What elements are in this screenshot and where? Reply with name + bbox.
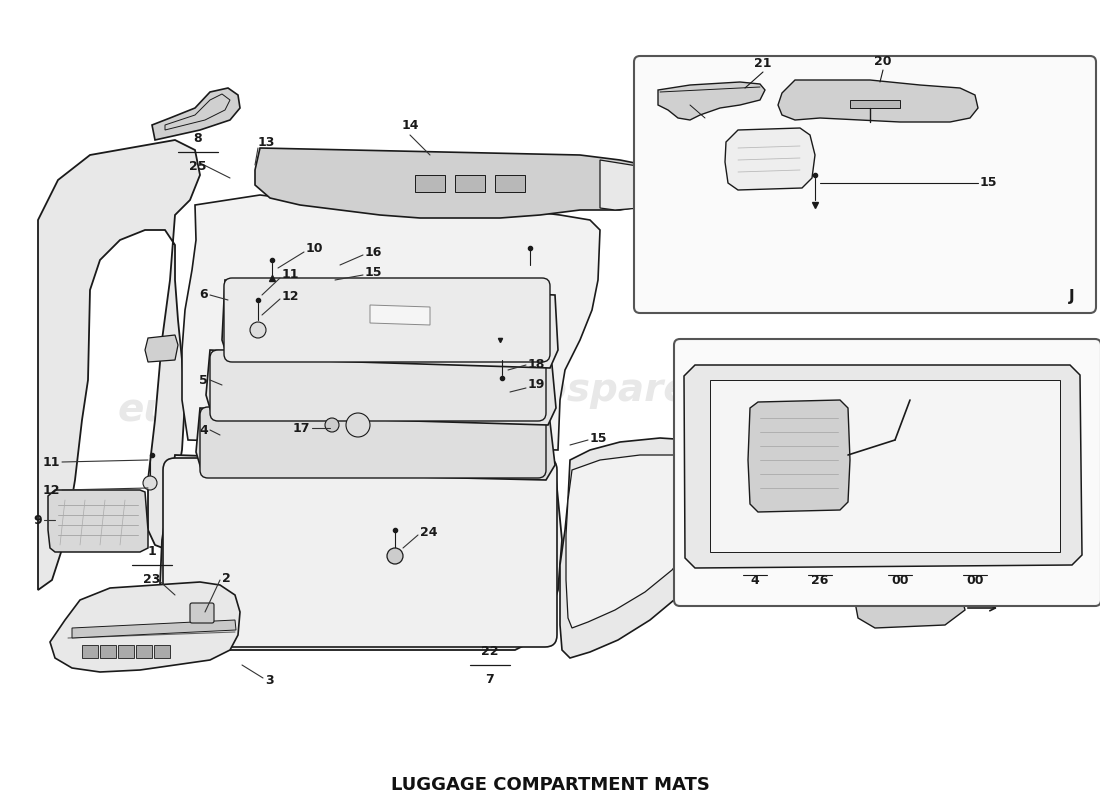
Text: 9: 9 bbox=[33, 514, 42, 526]
Text: 4: 4 bbox=[199, 423, 208, 437]
Text: 12: 12 bbox=[43, 483, 60, 497]
Polygon shape bbox=[600, 160, 666, 210]
Polygon shape bbox=[136, 645, 152, 658]
Polygon shape bbox=[196, 408, 556, 480]
Text: 16: 16 bbox=[365, 246, 383, 258]
Polygon shape bbox=[206, 350, 556, 425]
FancyBboxPatch shape bbox=[674, 339, 1100, 606]
Text: eurospares: eurospares bbox=[117, 391, 363, 429]
Text: 00: 00 bbox=[891, 574, 909, 586]
Text: J: J bbox=[1069, 289, 1075, 303]
Polygon shape bbox=[222, 280, 558, 368]
Text: 10: 10 bbox=[306, 242, 323, 254]
Text: LUGGAGE COMPARTMENT MATS: LUGGAGE COMPARTMENT MATS bbox=[390, 776, 710, 794]
Polygon shape bbox=[710, 380, 1060, 552]
Polygon shape bbox=[455, 175, 485, 192]
Polygon shape bbox=[100, 645, 116, 658]
Circle shape bbox=[387, 548, 403, 564]
Polygon shape bbox=[495, 175, 525, 192]
FancyBboxPatch shape bbox=[224, 278, 550, 362]
Text: 15: 15 bbox=[980, 177, 998, 190]
Polygon shape bbox=[725, 128, 815, 190]
Text: 17: 17 bbox=[293, 422, 310, 434]
Polygon shape bbox=[748, 400, 850, 512]
Text: 20: 20 bbox=[874, 55, 892, 68]
Circle shape bbox=[324, 418, 339, 432]
Polygon shape bbox=[684, 365, 1082, 568]
Text: 1: 1 bbox=[147, 545, 156, 558]
FancyBboxPatch shape bbox=[190, 603, 214, 623]
Polygon shape bbox=[145, 335, 178, 362]
Circle shape bbox=[143, 476, 157, 490]
Polygon shape bbox=[50, 582, 240, 672]
Text: 2: 2 bbox=[222, 571, 231, 585]
Text: 11: 11 bbox=[282, 269, 299, 282]
Text: eurospares: eurospares bbox=[671, 188, 829, 212]
Text: 6: 6 bbox=[199, 289, 208, 302]
Polygon shape bbox=[72, 620, 236, 638]
Text: eurospares: eurospares bbox=[468, 371, 713, 409]
Text: 19: 19 bbox=[528, 378, 546, 391]
Text: 23: 23 bbox=[143, 573, 161, 586]
Polygon shape bbox=[48, 490, 148, 552]
Polygon shape bbox=[152, 88, 240, 140]
Circle shape bbox=[250, 322, 266, 338]
Text: 14: 14 bbox=[402, 119, 419, 132]
Polygon shape bbox=[855, 580, 965, 628]
Text: 21: 21 bbox=[755, 57, 772, 70]
FancyBboxPatch shape bbox=[200, 407, 546, 478]
Text: 26: 26 bbox=[812, 574, 828, 586]
Polygon shape bbox=[778, 80, 978, 122]
Text: 3: 3 bbox=[265, 674, 274, 686]
Polygon shape bbox=[39, 140, 200, 590]
Polygon shape bbox=[370, 305, 430, 325]
Polygon shape bbox=[566, 455, 702, 628]
Polygon shape bbox=[118, 645, 134, 658]
Polygon shape bbox=[255, 148, 670, 218]
Polygon shape bbox=[415, 175, 446, 192]
Polygon shape bbox=[182, 195, 600, 450]
FancyBboxPatch shape bbox=[634, 56, 1096, 313]
Text: 13: 13 bbox=[258, 135, 275, 149]
Text: 22: 22 bbox=[482, 645, 498, 658]
Text: 5: 5 bbox=[199, 374, 208, 386]
Polygon shape bbox=[82, 645, 98, 658]
Text: 15: 15 bbox=[365, 266, 383, 278]
Text: 8: 8 bbox=[194, 132, 202, 145]
FancyBboxPatch shape bbox=[163, 458, 557, 647]
Text: 15: 15 bbox=[590, 431, 607, 445]
Text: 00: 00 bbox=[966, 574, 983, 586]
Polygon shape bbox=[154, 645, 170, 658]
FancyBboxPatch shape bbox=[210, 350, 546, 421]
Text: 12: 12 bbox=[282, 290, 299, 302]
Circle shape bbox=[346, 413, 370, 437]
Text: 11: 11 bbox=[43, 455, 60, 469]
Text: 18: 18 bbox=[528, 358, 546, 371]
Text: 7: 7 bbox=[485, 673, 494, 686]
Polygon shape bbox=[658, 82, 764, 120]
Text: 25: 25 bbox=[189, 160, 207, 173]
Polygon shape bbox=[850, 100, 900, 108]
Polygon shape bbox=[160, 455, 562, 650]
Text: 24: 24 bbox=[420, 526, 438, 538]
Text: 4: 4 bbox=[750, 574, 759, 586]
Polygon shape bbox=[560, 438, 715, 658]
